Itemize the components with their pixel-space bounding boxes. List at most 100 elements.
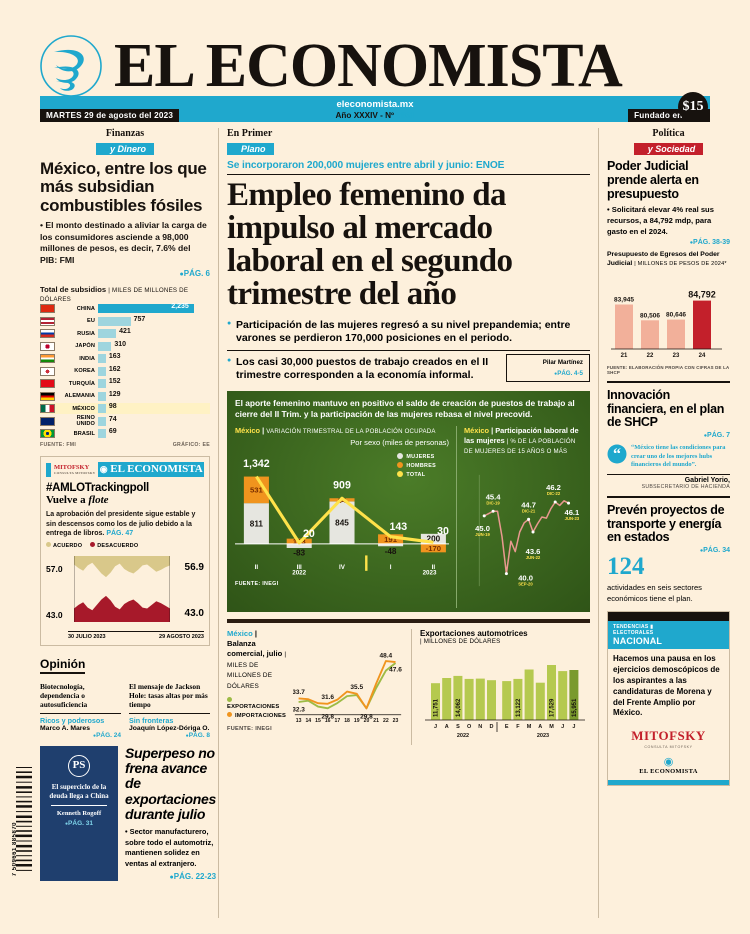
left-page-ref[interactable]: PÁG. 6 — [40, 269, 210, 278]
svg-text:2023: 2023 — [537, 733, 549, 739]
swoosh-small-icon: ◉ — [663, 756, 674, 769]
auto-export-bar — [569, 669, 579, 720]
svg-text:17: 17 — [335, 718, 341, 724]
mitofsky-body-text: Hacemos una pausa en los ejercicios demo… — [613, 654, 720, 718]
poll-subtitle-a: Vuelve a — [46, 494, 89, 507]
balanza-source: FUENTE: INEGI — [227, 725, 272, 732]
svg-text:200: 200 — [427, 535, 441, 544]
svg-text:531: 531 — [250, 486, 264, 495]
amlo-poll-box[interactable]: MITOFSKY CONSULTA MITOFSKY ◉ EL ECONOMIS… — [40, 456, 210, 646]
subsidies-title-text: Total de subsidios — [40, 285, 107, 295]
right-headline-3[interactable]: Prevén proyectos de transporte y energía… — [607, 502, 725, 545]
budget-bar — [615, 304, 633, 349]
auto-export-bar — [524, 669, 534, 720]
green-columns: México | VARIACIÓN TRIMESTRAL DE LA POBL… — [235, 426, 582, 608]
eleconomista-strip: ◉ EL ECONOMISTA — [98, 462, 204, 478]
auto-export-month-label: E — [505, 724, 509, 730]
section-kicker-finanzas[interactable]: Finanzas y Dinero — [40, 128, 210, 157]
right-page-1[interactable]: PÁG. 38-39 — [607, 239, 730, 246]
country-label: ALEMANIA — [64, 393, 95, 400]
bar-mujeres — [378, 543, 404, 547]
opinion-title: Biotecnología, dependencia o autosuficie… — [40, 681, 88, 710]
point-period-label: JUN-19 — [475, 532, 490, 537]
balanza-unit: | MILES DE MILLONES DE DÓLARES — [227, 651, 287, 691]
opinion-item[interactable]: El mensaje de Jackson Hole: tasas altas … — [129, 682, 210, 739]
bottom-left-block: PS El superciclo de la deuda llega a Chi… — [40, 745, 216, 881]
right-page-3[interactable]: PÁG. 34 — [607, 547, 730, 554]
right-headline-1[interactable]: Poder Judicial prende alerta en presupue… — [607, 159, 699, 201]
bar-value-label: 69 — [108, 428, 117, 436]
subsidy-bar-row: CHINA 2,235 — [40, 303, 210, 314]
opinion-page[interactable]: PÁG. 24 — [40, 732, 121, 739]
website-url[interactable]: eleconomista.mx — [336, 99, 414, 110]
auto-export-bar — [502, 680, 512, 720]
auto-export-month-label: J — [434, 724, 437, 730]
auto-exports-block: Exportaciones automotrices | MILLONES DE… — [411, 628, 590, 745]
auto-export-month-label: S — [456, 724, 460, 730]
bar-fill — [98, 341, 112, 351]
point-value-label: 46.1 — [565, 508, 580, 517]
section-kicker-politica[interactable]: Política y Sociedad — [607, 128, 730, 157]
green-right-title-b: Participación laboral de las mujeres — [464, 426, 579, 445]
judicial-budget-chart: 83,945 21 80,506 22 80,646 23 84,792 24 — [607, 285, 730, 363]
green-infographic: El aporte femenino mantuvo en positivo e… — [227, 390, 590, 612]
ps-logo-icon: PS — [68, 754, 90, 777]
bar-track: 163 — [98, 353, 210, 364]
poll-page-ref[interactable]: PÁG. 47 — [106, 530, 134, 538]
employment-variation-chart: 811 531 -83 103 845 64 -48 191 200 -170 1,342 20 909… — [235, 449, 449, 577]
poll-legend-acuerdo: ACUERDO — [46, 541, 82, 549]
country-label: BRASIL — [73, 430, 95, 437]
poll-hashtag: #AMLOTrackingpoll — [46, 482, 149, 495]
mitofsky-promo-box[interactable]: TENDENCIAS ▮ ELECTORALES NACIONAL Hacemo… — [607, 611, 730, 787]
mitofsky-top-bar — [608, 612, 729, 622]
poll-chart: 57.0 43.0 56.9 43.0 30 JULIO 2023 29 AGO… — [46, 552, 204, 640]
info-bar: eleconomista.mx Año XXXIV - Nº 8861 MART… — [40, 92, 710, 122]
balanza-title: Balanza comercial, julio — [227, 638, 283, 659]
svg-text:2023: 2023 — [423, 570, 437, 577]
edition-info: Año XXXIV - Nº 8861 — [40, 111, 710, 120]
bar-value-label: 2,235 — [171, 303, 189, 311]
subsidies-chart-title: Total de subsidios | MILES DE MILLONES D… — [40, 285, 210, 303]
green-left-subtitle: Por sexo (miles de personas) — [350, 438, 449, 448]
opinion-column: Sin fronteras — [129, 715, 174, 725]
opinion-item[interactable]: Biotecnología, dependencia o autosuficie… — [40, 682, 121, 739]
main-headline[interactable]: Empleo femenino da impulso al mercado la… — [227, 177, 513, 312]
bar-fill — [98, 354, 106, 364]
auto-export-value-label: 11,751 — [434, 698, 440, 717]
quote-block: “ “México tiene las condiciones para cre… — [607, 444, 730, 470]
ps-ad-page[interactable]: PÁG. 31 — [45, 820, 113, 827]
country-label: CHINA — [76, 305, 95, 312]
auto-export-bar — [453, 675, 463, 720]
legend-importaciones: IMPORTACIONES — [227, 711, 287, 719]
poll-legend-desacuerdo: DESACUERDO — [90, 541, 138, 549]
right-page-2[interactable]: PÁG. 7 — [607, 432, 730, 439]
data-point — [504, 571, 508, 575]
green-source: FUENTE: INEGI — [235, 581, 279, 588]
opinion-page[interactable]: PÁG. 8 — [129, 732, 210, 739]
judicial-title-text: Presupuesto de Egresos del Poder Judicia… — [607, 251, 720, 267]
green-legend: MUJERES HOMBRES TOTAL — [397, 452, 436, 480]
main-bullet-2: Los casi 30,000 puestos de trabajo cread… — [227, 356, 590, 382]
mitofsky-footer-brand: EL ECONOMISTA — [639, 768, 698, 776]
project-syndicate-ad[interactable]: PS El superciclo de la deuda llega a Chi… — [40, 745, 118, 881]
bar-fill — [98, 429, 106, 439]
section-kicker-enprimerplano[interactable]: En Primer Plano — [227, 128, 590, 157]
right-headline-2[interactable]: Innovación financiera, en el plan de SHC… — [607, 387, 725, 430]
poll-date-axis: 30 JULIO 2023 29 AGOSTO 2023 — [68, 630, 204, 640]
bar-mujeres — [286, 543, 312, 549]
ps-ad-text: El superciclo de la deuda llega a China — [49, 782, 109, 800]
opinion-heading: Opinión — [40, 657, 86, 674]
left-headline[interactable]: México, entre los que más subsidian comb… — [40, 159, 207, 215]
columns-container: Finanzas y Dinero México, entre los que … — [40, 128, 730, 918]
quote-mark-icon: “ — [607, 444, 627, 464]
auto-export-month-label: J — [572, 724, 575, 730]
auto-export-bar — [558, 670, 568, 720]
superpeso-page[interactable]: PÁG. 22-23 — [125, 872, 216, 881]
superpeso-story[interactable]: Superpeso no frena avance de exportacion… — [125, 745, 216, 881]
auto-export-month-label: O — [467, 724, 472, 730]
legend-total: TOTAL — [397, 470, 436, 478]
bar-value-label: 310 — [114, 340, 127, 348]
country-flag-icon — [40, 341, 55, 351]
bar-value-label: 129 — [108, 390, 121, 398]
issue-number: 8861 — [396, 111, 415, 120]
